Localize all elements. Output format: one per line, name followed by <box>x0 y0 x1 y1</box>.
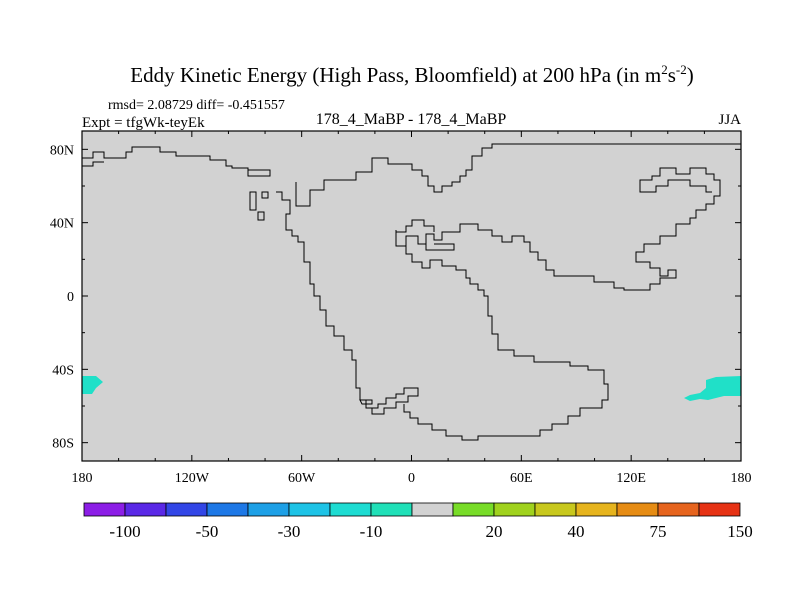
colorbar-box <box>534 502 577 517</box>
title-sup-1: 2 <box>661 62 668 77</box>
x-tick-label: 60E <box>510 471 533 486</box>
coast-eurasia-north <box>295 143 741 207</box>
map-background <box>82 131 741 461</box>
coast-black-sea <box>425 240 455 251</box>
comparison-label: 178_4_MaBP - 178_4_MaBP <box>316 111 507 128</box>
expt-label: Expt = tfgWk-teyEk <box>82 115 205 131</box>
colorbar-box <box>206 502 249 517</box>
colorbar-box <box>493 502 536 517</box>
chart-title: Eddy Kinetic Energy (High Pass, Bloomfie… <box>130 62 694 87</box>
colorbar-label: -30 <box>278 522 301 541</box>
x-tick-label: 120E <box>616 471 646 486</box>
title-sup-2: -2 <box>676 62 687 77</box>
colorbar-box <box>288 502 331 517</box>
colorbar-label: -100 <box>109 522 140 541</box>
colorbar-label: -50 <box>196 522 219 541</box>
y-tick-label: 40S <box>52 363 74 378</box>
coast-eurasia-south <box>395 167 721 291</box>
colorbar <box>83 502 741 517</box>
colorbar-box <box>165 502 208 517</box>
coast-island-1 <box>249 191 257 211</box>
coastlines <box>81 143 741 441</box>
colorbar-box <box>329 502 372 517</box>
colorbar-label: 75 <box>650 522 667 541</box>
x-tick-label: 0 <box>408 471 415 486</box>
coast-island-3 <box>257 211 265 221</box>
colorbar-labels: -100 -50 -30 -10 20 40 75 150 <box>109 522 752 541</box>
season-label: JJA <box>718 112 741 128</box>
colorbar-label: -10 <box>360 522 383 541</box>
rmsd-label: rmsd= 2.08729 diff= -0.451557 <box>108 98 285 113</box>
coast-africa-antarctica <box>403 246 609 441</box>
x-tick-label: 180 <box>731 471 752 486</box>
colorbar-box <box>657 502 700 517</box>
coast-island-sa <box>359 399 373 405</box>
coast-americas <box>276 191 419 415</box>
x-axis: 180 120W 60W 0 60E 120E 180 <box>72 131 752 486</box>
colorbar-label: 150 <box>727 522 753 541</box>
anomaly-patch-west <box>82 376 103 394</box>
x-tick-label: 180 <box>72 471 93 486</box>
y-tick-label: 40N <box>50 217 74 232</box>
y-tick-label: 0 <box>67 290 74 305</box>
colorbar-box <box>616 502 659 517</box>
colorbar-label: 40 <box>568 522 585 541</box>
x-tick-label: 120W <box>175 471 210 486</box>
title-mid: s <box>668 63 676 87</box>
colorbar-box <box>83 502 126 517</box>
coast-iberia <box>395 219 435 246</box>
colorbar-box <box>698 502 741 517</box>
coast-island-2 <box>261 191 269 199</box>
colorbar-box <box>411 502 454 517</box>
title-main: Eddy Kinetic Energy (High Pass, Bloomfie… <box>130 63 661 87</box>
y-axis: 80N 40N 0 40S 80S <box>50 143 741 452</box>
anomaly-patch-east <box>684 376 741 401</box>
x-tick-label: 60W <box>288 471 316 486</box>
anomaly-layer <box>82 376 741 401</box>
colorbar-box <box>575 502 618 517</box>
title-end: ) <box>687 63 694 87</box>
colorbar-box <box>370 502 413 517</box>
y-tick-label: 80S <box>52 437 74 452</box>
colorbar-label: 20 <box>486 522 503 541</box>
y-tick-label: 80N <box>50 143 74 158</box>
colorbar-box <box>247 502 290 517</box>
coast-arctic-na <box>82 146 271 177</box>
colorbar-box <box>452 502 495 517</box>
colorbar-box <box>124 502 167 517</box>
